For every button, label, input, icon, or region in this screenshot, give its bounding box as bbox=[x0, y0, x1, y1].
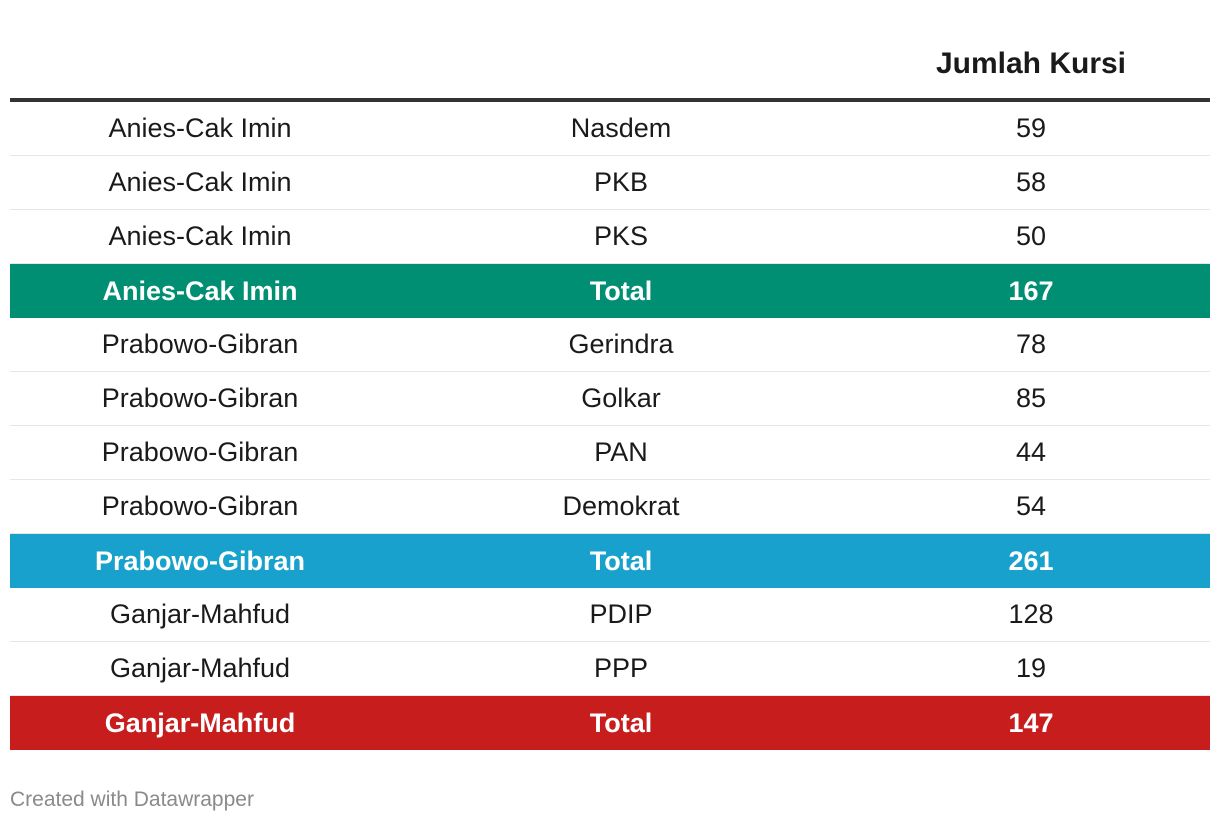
header-seats: Jumlah Kursi bbox=[935, 47, 1127, 80]
cell-coalition: Anies-Cak Imin bbox=[108, 221, 292, 251]
cell-party: Golkar bbox=[581, 383, 661, 413]
table-row-total: Anies-Cak Imin Total 167 bbox=[10, 264, 1210, 318]
cell-seats: 58 bbox=[1015, 167, 1047, 197]
seats-table: Jumlah Kursi Anies-Cak Imin Nasdem 59 Anies… bbox=[10, 0, 1210, 750]
cell-coalition: Anies-Cak Imin bbox=[108, 113, 292, 143]
cell-party: PPP bbox=[593, 653, 649, 683]
cell-seats: 261 bbox=[1008, 545, 1054, 576]
footer-credit: Created with Datawrapper bbox=[10, 788, 254, 811]
table-row: Anies-Cak Imin Nasdem 59 bbox=[10, 102, 1210, 156]
cell-seats: 19 bbox=[1015, 653, 1047, 683]
table-row: Ganjar-Mahfud PPP 19 bbox=[10, 642, 1210, 696]
cell-coalition: Anies-Cak Imin bbox=[108, 167, 292, 197]
table-row: Prabowo-Gibran Demokrat 54 bbox=[10, 480, 1210, 534]
table-row: Prabowo-Gibran PAN 44 bbox=[10, 426, 1210, 480]
cell-coalition: Prabowo-Gibran bbox=[101, 329, 299, 359]
cell-coalition: Prabowo-Gibran bbox=[101, 491, 299, 521]
cell-coalition: Ganjar-Mahfud bbox=[109, 599, 291, 629]
cell-party: Total bbox=[589, 275, 653, 306]
cell-coalition: Anies-Cak Imin bbox=[102, 275, 298, 306]
cell-seats: 167 bbox=[1008, 275, 1054, 306]
table-body: Anies-Cak Imin Nasdem 59 Anies-Cak Imin PKB 5… bbox=[10, 102, 1210, 750]
cell-seats: 50 bbox=[1015, 221, 1047, 251]
cell-party: Demokrat bbox=[562, 491, 680, 521]
table-row: Prabowo-Gibran Gerindra 78 bbox=[10, 318, 1210, 372]
cell-seats: 128 bbox=[1008, 599, 1054, 629]
cell-party: Total bbox=[589, 545, 653, 576]
cell-seats: 44 bbox=[1015, 437, 1047, 467]
header-party bbox=[390, 0, 852, 98]
cell-party: PKS bbox=[593, 221, 649, 251]
cell-coalition: Prabowo-Gibran bbox=[94, 545, 305, 576]
cell-seats: 78 bbox=[1015, 329, 1047, 359]
table-row: Anies-Cak Imin PKB 58 bbox=[10, 156, 1210, 210]
header-coalition bbox=[10, 0, 390, 98]
cell-party: PAN bbox=[594, 437, 648, 467]
table-row-total: Ganjar-Mahfud Total 147 bbox=[10, 696, 1210, 750]
cell-party: Total bbox=[589, 707, 653, 738]
cell-seats: 59 bbox=[1015, 113, 1047, 143]
cell-party: Gerindra bbox=[568, 329, 674, 359]
cell-seats: 85 bbox=[1015, 383, 1047, 413]
cell-coalition: Ganjar-Mahfud bbox=[109, 653, 291, 683]
table-header: Jumlah Kursi bbox=[10, 0, 1210, 102]
cell-party: Nasdem bbox=[570, 113, 672, 143]
table-row-total: Prabowo-Gibran Total 261 bbox=[10, 534, 1210, 588]
cell-coalition: Prabowo-Gibran bbox=[101, 383, 299, 413]
cell-coalition: Prabowo-Gibran bbox=[101, 437, 299, 467]
table-row: Anies-Cak Imin PKS 50 bbox=[10, 210, 1210, 264]
cell-seats: 147 bbox=[1008, 707, 1054, 738]
cell-party: PKB bbox=[593, 167, 649, 197]
table-row: Ganjar-Mahfud PDIP 128 bbox=[10, 588, 1210, 642]
table-row: Prabowo-Gibran Golkar 85 bbox=[10, 372, 1210, 426]
cell-seats: 54 bbox=[1015, 491, 1047, 521]
cell-party: PDIP bbox=[589, 599, 653, 629]
cell-coalition: Ganjar-Mahfud bbox=[104, 707, 296, 738]
